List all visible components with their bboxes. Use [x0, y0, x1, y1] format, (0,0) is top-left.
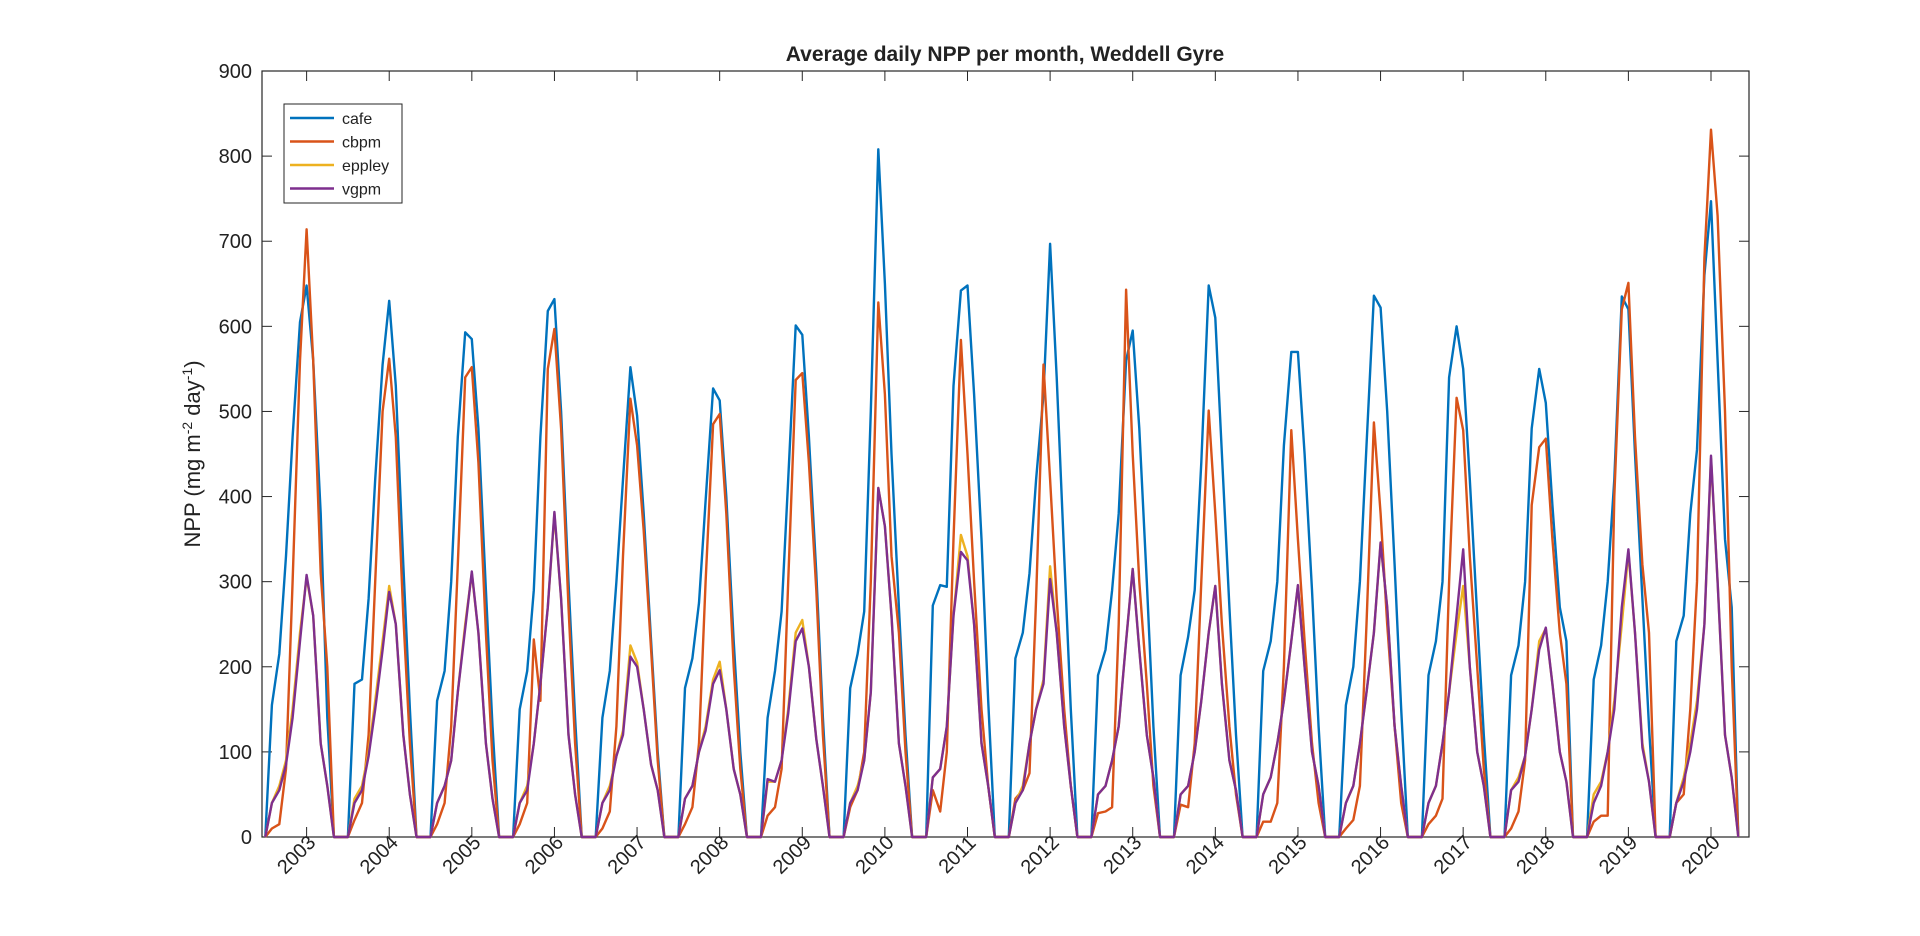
- x-tick-label: 2015: [1265, 832, 1312, 879]
- legend-label-cafe: cafe: [342, 111, 372, 128]
- x-tick-label: 2020: [1678, 832, 1725, 879]
- x-tick-label: 2003: [273, 832, 320, 879]
- x-tick-label: 2019: [1595, 832, 1642, 879]
- plot-area: [261, 70, 1750, 838]
- x-tick-label: 2009: [769, 832, 816, 879]
- y-tick-label: 200: [219, 657, 252, 679]
- y-tick-label: 800: [219, 146, 252, 168]
- y-axis-label: NPP (mg m-2 day-1): [179, 360, 205, 547]
- legend-label-cbpm: cbpm: [342, 135, 381, 152]
- y-tick-label: 900: [219, 61, 252, 83]
- y-tick-label: 300: [219, 572, 252, 594]
- x-tick-label: 2018: [1512, 832, 1559, 879]
- legend-label-vgpm: vgpm: [342, 182, 381, 199]
- x-tick-label: 2010: [851, 832, 898, 879]
- x-tick-label: 2005: [438, 832, 485, 879]
- x-tick-label: 2007: [604, 832, 651, 879]
- x-tick-label: 2017: [1430, 832, 1477, 879]
- legend: cafe cbpm eppley vgpm: [283, 103, 403, 204]
- y-tick-label: 100: [219, 742, 252, 764]
- x-tick-label: 2014: [1182, 832, 1229, 879]
- x-tick-label: 2012: [1017, 832, 1064, 879]
- series-line-vgpm: [264, 454, 1740, 839]
- y-tick-label: 600: [219, 316, 252, 338]
- x-tick-label: 2011: [935, 832, 981, 878]
- y-tick-label: 400: [219, 487, 252, 509]
- x-tick-label: 2004: [356, 832, 403, 879]
- x-tick-label: 2016: [1347, 832, 1394, 879]
- x-tick-label: 2013: [1099, 832, 1146, 879]
- y-tick-label: 500: [219, 401, 252, 423]
- y-tick-label: 700: [219, 231, 252, 253]
- legend-box: [283, 103, 403, 204]
- y-axis: 0 100 200 300 400 500 600 700 800 900: [219, 61, 1749, 849]
- x-tick-label: 2006: [521, 832, 568, 879]
- legend-label-eppley: eppley: [342, 158, 389, 175]
- x-tick-label: 2008: [686, 832, 733, 879]
- y-tick-label: 0: [241, 827, 252, 849]
- series-lines: [264, 128, 1740, 839]
- chart-title: Average daily NPP per month, Weddell Gyr…: [786, 43, 1224, 66]
